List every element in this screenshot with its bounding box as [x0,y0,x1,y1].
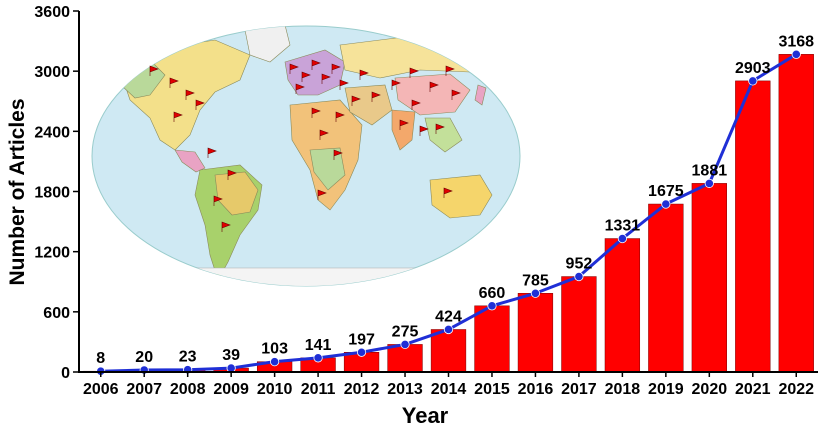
y-tick-label-3000: 3000 [34,64,70,81]
data-label-2020: 1881 [692,162,728,179]
bar-2015 [474,305,510,373]
x-tick-label-2016: 2016 [518,381,554,398]
data-label-2019: 1675 [648,183,684,200]
bar-2020 [691,183,727,373]
x-tick-label-2021: 2021 [735,381,771,398]
data-label-2009: 39 [222,347,240,364]
data-label-2022: 3168 [778,33,814,50]
x-tick-label-2014: 2014 [431,381,467,398]
x-tick-label-2006: 2006 [83,381,119,398]
map-greenland [244,26,291,63]
x-tick-label-2011: 2011 [301,381,336,398]
bar-2014 [430,329,467,373]
data-label-2006: 8 [96,350,105,367]
data-label-2012: 197 [348,331,375,348]
marker-2014 [443,324,454,335]
x-axis-title: Year [402,403,449,428]
line-series [96,49,801,376]
marker-2017 [574,271,584,282]
marker-2018 [617,233,627,244]
marker-2016 [530,288,541,298]
x-tick-label-2010: 2010 [257,381,293,398]
y-tick-label-1800: 1800 [34,185,70,202]
world-map-inset [91,25,521,287]
y-ticks: 0 600 1200 1800 2400 3000 3600 [34,4,79,382]
map-southeast-asia [424,117,463,153]
map-india [391,109,416,151]
x-tick-label-2009: 2009 [213,381,249,398]
bar-2022 [778,54,814,373]
x-tick-label-2018: 2018 [605,381,641,398]
y-tick-label-1200: 1200 [34,245,70,262]
data-label-2015: 660 [479,285,506,302]
data-label-2008: 23 [179,349,197,366]
bar-2019 [648,203,684,373]
x-tick-label-2017: 2017 [561,381,597,398]
x-tick-label-2012: 2012 [344,381,380,398]
x-tick-label-2020: 2020 [692,381,728,398]
bar-2016 [517,293,554,373]
bar-2021 [735,80,771,373]
marker-2010 [270,357,280,367]
data-label-2007: 20 [135,349,153,366]
bar-2017 [561,276,597,373]
data-label-2014: 424 [435,308,462,325]
data-label-2010: 103 [261,341,288,358]
marker-2012 [356,347,367,357]
x-tick-label-2015: 2015 [474,381,510,398]
marker-2015 [487,301,497,311]
x-tick-label-2019: 2019 [648,381,684,398]
marker-2011 [313,353,323,363]
marker-2021 [748,76,758,86]
map-japan [474,84,487,106]
x-ticks: 2006 2007 2008 2009 2010 2011 2012 2013 2014 2015… [83,372,814,398]
x-tick-label-2022: 2022 [778,381,814,398]
map-antarctica [92,267,520,286]
marker-2020 [704,178,714,188]
x-tick-label-2008: 2008 [170,381,206,398]
data-label-2016: 785 [522,272,549,289]
data-label-2017: 952 [566,256,593,273]
y-tick-label-2400: 2400 [34,124,70,141]
data-label-2011: 141 [305,337,332,354]
y-tick-label-3600: 3600 [34,4,70,21]
data-label-2021: 2903 [735,60,771,77]
y-axis-title: Number of Articles [6,98,29,285]
map-flag-markers [149,59,461,232]
bar-2018 [604,238,641,373]
data-label-2018: 1331 [605,218,641,235]
marker-2019 [661,199,671,209]
map-europe [284,49,346,96]
marker-2013 [400,339,410,350]
map-africa-central [309,147,346,191]
x-tick-label-2007: 2007 [126,381,162,398]
data-labels: 8 20 23 39 103 141 197 275 424 660 785 952 1331 1675 1… [96,33,814,367]
y-tick-label-600: 600 [43,305,70,322]
y-tick-label-0: 0 [61,365,70,382]
map-australia [429,174,493,219]
data-label-2013: 275 [392,323,419,340]
x-tick-label-2013: 2013 [387,381,423,398]
marker-2022 [791,49,801,59]
